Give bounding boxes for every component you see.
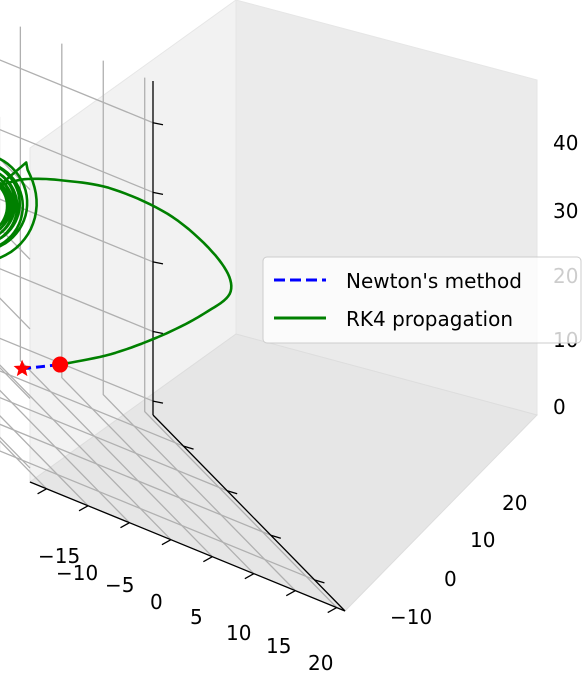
z-tick-mark xyxy=(152,191,164,195)
y-tick-label: −10 xyxy=(390,605,432,629)
z-grid-line xyxy=(0,337,154,469)
legend-label-rk4: RK4 propagation xyxy=(346,307,513,331)
marker-layer xyxy=(13,356,69,377)
marker-start-star xyxy=(13,359,31,377)
x-axis-line xyxy=(29,481,346,612)
x-tick-mark xyxy=(161,539,172,546)
x-tick-labels: −15 −10 −5 0 5 10 15 20 xyxy=(38,544,333,675)
z-grid-line xyxy=(0,59,154,191)
y-tick-mark xyxy=(183,445,194,450)
x-tick-mark xyxy=(285,590,296,597)
x-tick-mark xyxy=(327,607,338,614)
z-tick-mark xyxy=(152,122,164,126)
y-tick-labels: −10 0 10 20 xyxy=(390,491,527,629)
x-grid-line xyxy=(0,389,130,524)
x-grid-line xyxy=(0,364,172,541)
x-tick-label: 10 xyxy=(226,621,251,645)
x-grid-line xyxy=(0,414,89,507)
x-tick-label: 15 xyxy=(266,634,291,658)
y-tick-mark xyxy=(314,579,325,584)
x-tick-label: 0 xyxy=(150,590,163,614)
y-grid-line xyxy=(0,396,228,492)
z-tick-mark xyxy=(152,261,164,265)
y-tick-mark xyxy=(226,490,238,495)
y-tick-label: 20 xyxy=(502,491,527,515)
z-tick-label: 40 xyxy=(553,131,578,155)
y-tick-mark xyxy=(270,534,282,539)
x-tick-label: 5 xyxy=(190,605,203,629)
x-tick-mark xyxy=(37,488,47,495)
axis-lines xyxy=(29,81,346,614)
x-tick-label: −5 xyxy=(105,573,134,597)
x-tick-mark xyxy=(120,522,130,529)
x-tick-label: −15 xyxy=(38,544,80,568)
x-tick-label: 20 xyxy=(308,651,333,675)
x-tick-mark xyxy=(78,505,89,512)
z-tick-label: 0 xyxy=(553,395,566,419)
grid-lines xyxy=(0,26,338,609)
z-tick-label: 30 xyxy=(553,199,578,223)
z-grid-line xyxy=(0,198,154,330)
y-tick-label: 0 xyxy=(444,567,457,591)
z-grid-line xyxy=(0,128,154,260)
y-axis-line xyxy=(152,414,346,612)
legend: Newton's method RK4 propagation xyxy=(262,256,582,344)
y-tick-label: 10 xyxy=(470,528,495,552)
y-grid-line xyxy=(0,116,315,581)
y-grid-line xyxy=(0,423,272,536)
legend-box xyxy=(262,256,582,344)
y-grid-line xyxy=(0,370,184,447)
z-tick-mark xyxy=(152,400,164,404)
marker-end-circle xyxy=(52,356,69,373)
z-grid-line xyxy=(0,268,154,399)
x-tick-label: −10 xyxy=(56,561,98,585)
x-tick-mark xyxy=(244,573,255,580)
z-tick-mark xyxy=(152,330,164,335)
legend-label-newton: Newton's method xyxy=(346,269,522,293)
x-tick-mark xyxy=(203,556,213,563)
